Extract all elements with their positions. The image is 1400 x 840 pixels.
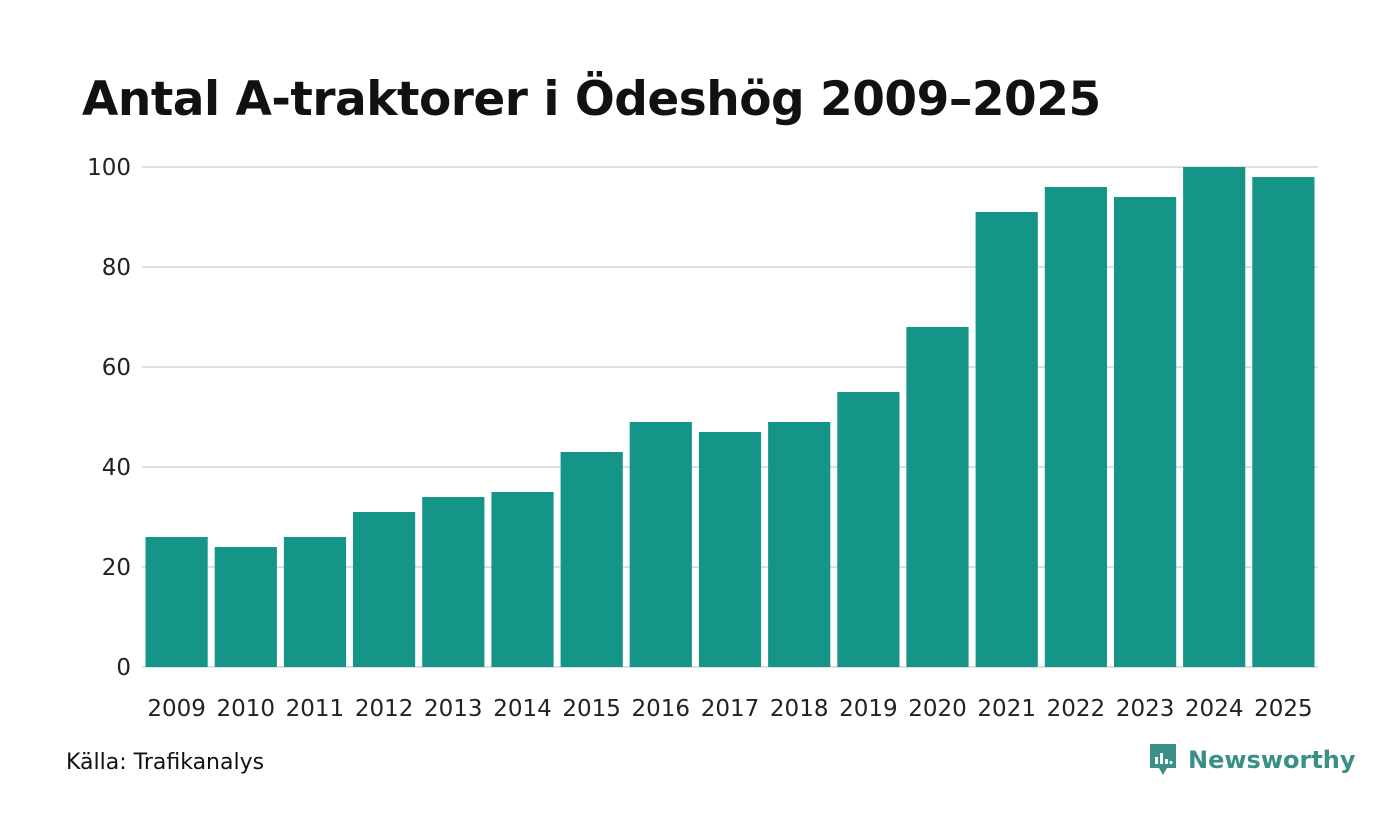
bar-2021 [975, 212, 1038, 667]
x-tick-label: 2015 [562, 696, 621, 722]
x-tick-label: 2012 [355, 696, 414, 722]
source-note: Källa: Trafikanalys [66, 750, 265, 775]
bar-2018 [768, 422, 831, 667]
bar-2010 [214, 547, 277, 667]
x-tick-label: 2009 [147, 696, 206, 722]
y-tick-label: 0 [116, 655, 131, 681]
x-tick-label: 2023 [1116, 696, 1175, 722]
chart-title: Antal A-traktorer i Ödeshög 2009–2025 [82, 72, 1101, 127]
x-tick-label: 2021 [977, 696, 1036, 722]
bar-2025 [1252, 177, 1315, 667]
bars [145, 167, 1315, 667]
x-tick-label: 2022 [1047, 696, 1106, 722]
bar-2014 [491, 492, 554, 667]
y-axis-ticks: 0 20 40 60 80 100 [87, 155, 131, 681]
x-tick-label: 2019 [839, 696, 898, 722]
bar-2013 [422, 497, 485, 667]
y-tick-label: 20 [102, 555, 131, 581]
bar-2024 [1183, 167, 1246, 667]
bar-2023 [1114, 197, 1177, 667]
bar-2015 [560, 452, 623, 667]
bar-2016 [629, 422, 692, 667]
y-tick-label: 60 [102, 355, 131, 381]
x-tick-label: 2011 [286, 696, 345, 722]
brand-name: Newsworthy [1188, 746, 1356, 774]
bar-2011 [283, 537, 347, 667]
x-tick-label: 2016 [632, 696, 691, 722]
x-tick-label: 2013 [424, 696, 483, 722]
x-tick-label: 2020 [908, 696, 967, 722]
x-tick-label: 2025 [1254, 696, 1313, 722]
bar-2017 [698, 432, 762, 667]
bar-2019 [837, 392, 900, 667]
x-tick-label: 2017 [701, 696, 760, 722]
x-tick-label: 2010 [217, 696, 276, 722]
bar-2009 [145, 537, 208, 667]
y-tick-label: 80 [102, 255, 131, 281]
brand-logo: Newsworthy [1148, 742, 1356, 778]
x-tick-label: 2024 [1185, 696, 1244, 722]
x-axis-ticks: 2009 2010 2011 2012 2013 2014 2015 2016 2017 2018… [147, 696, 1312, 722]
y-tick-label: 40 [102, 455, 131, 481]
bar-2012 [353, 512, 416, 667]
newsworthy-logo-icon [1150, 744, 1176, 775]
bar-2022 [1044, 187, 1107, 667]
x-tick-label: 2014 [493, 696, 552, 722]
y-tick-label: 100 [87, 155, 131, 181]
x-tick-label: 2018 [770, 696, 829, 722]
bar-2020 [906, 327, 969, 667]
